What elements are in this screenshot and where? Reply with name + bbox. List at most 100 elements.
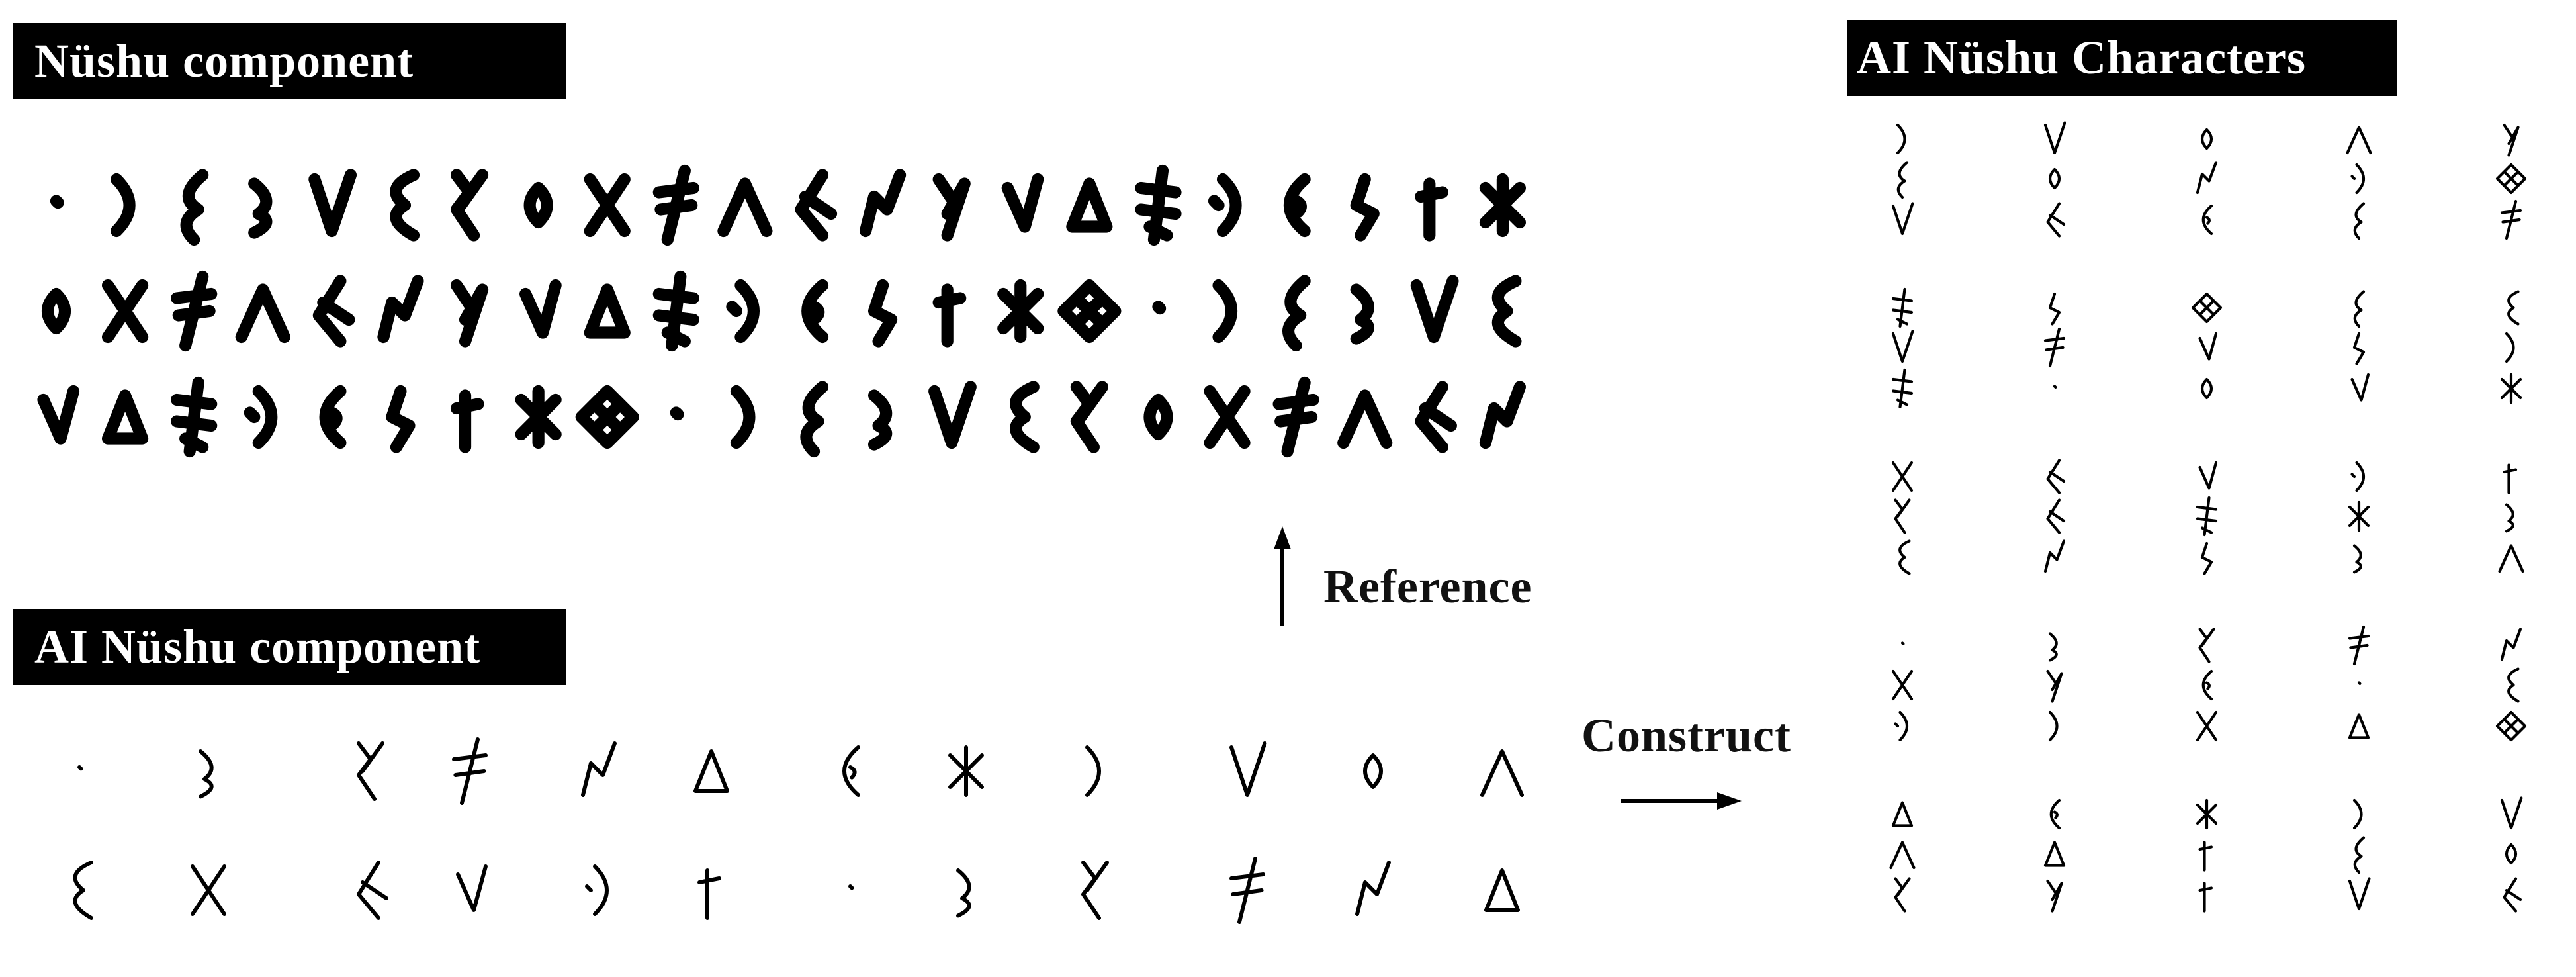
character-part-bottom	[1898, 539, 1911, 575]
ai-nushu-component-glyph	[693, 749, 730, 794]
nushu-component-glyph	[1272, 376, 1319, 458]
character-part-bottom	[2500, 199, 2522, 240]
nushu-component-glyph	[1057, 279, 1122, 344]
nushu-component-glyph	[50, 195, 64, 209]
character-part-bottom	[2200, 541, 2213, 575]
nushu-component-glyph	[932, 283, 967, 348]
character-part-top	[1896, 123, 1906, 155]
nushu-component-glyph	[670, 406, 684, 421]
nushu-component-glyph	[450, 169, 489, 242]
ai-nushu-character	[2495, 123, 2527, 240]
ai-nushu-component-glyph	[1085, 745, 1101, 798]
character-part-bottom	[2352, 544, 2362, 574]
nushu-component-glyph	[1337, 389, 1393, 449]
arrow-right-icon	[1621, 792, 1742, 810]
nushu-component-glyph	[37, 385, 80, 445]
character-part-middle	[1891, 669, 1914, 701]
character-part-bottom	[2200, 377, 2213, 400]
ai-nushu-character	[1889, 801, 1916, 913]
nushu-component-glyph	[319, 385, 347, 449]
ai-nushu-component-glyph	[1480, 749, 1525, 798]
nushu-component-glyph	[575, 385, 639, 449]
ai-nushu-component-glyph	[1355, 861, 1392, 917]
character-part-bottom	[2348, 713, 2370, 739]
character-part-middle	[2046, 498, 2066, 534]
character-part-middle	[2048, 167, 2061, 190]
character-part-bottom	[2048, 710, 2059, 742]
ai-nushu-character	[1891, 123, 1914, 236]
character-part-bottom	[2353, 202, 2366, 240]
nushu-component-glyph	[1415, 177, 1448, 242]
ai-nushu-component-label: AI Nüshu component	[13, 609, 566, 685]
nushu-component-glyph	[867, 279, 898, 348]
character-part-bottom	[1894, 710, 1909, 742]
nushu-component-glyph	[1479, 381, 1527, 449]
character-part-middle	[2196, 496, 2218, 537]
nushu-component-glyph	[1001, 173, 1044, 233]
arrow-up-icon	[1274, 526, 1291, 626]
ai-nushu-character	[2500, 290, 2522, 404]
nushu-component-glyph	[1204, 385, 1251, 449]
ai-nushu-component-glyph	[357, 861, 389, 921]
ai-nushu-character	[2350, 290, 2370, 402]
character-part-middle	[2196, 161, 2218, 195]
character-part-bottom	[2198, 882, 2213, 913]
character-part-top	[2046, 459, 2066, 494]
nushu-component-glyph	[652, 270, 699, 352]
character-part-middle	[2046, 669, 2063, 703]
nushu-component-glyph	[390, 169, 420, 242]
character-part-top	[2500, 628, 2522, 661]
character-part-top	[1891, 461, 1914, 492]
ai-nushu-character	[2191, 292, 2223, 400]
nushu-component-glyph	[244, 385, 278, 449]
ai-nushu-character	[2046, 632, 2063, 742]
character-part-bottom	[2503, 877, 2522, 913]
character-part-top	[2352, 798, 2363, 830]
character-part-bottom	[1894, 877, 1911, 913]
nushu-component-glyph	[717, 177, 773, 238]
character-part-top	[1891, 801, 1914, 827]
ai-nushu-component-glyph	[77, 765, 83, 771]
construct-label: Construct	[1581, 709, 1791, 762]
nushu-component-glyph	[519, 279, 562, 339]
nushu-component-glyph	[584, 283, 631, 339]
ai-nushu-component-glyph	[1229, 857, 1266, 925]
ai-nushu-component-glyph	[1081, 861, 1110, 921]
ai-nushu-characters-label: AI Nüshu Characters	[1847, 20, 2397, 96]
nushu-component-glyph	[1070, 381, 1108, 453]
character-part-bottom	[2348, 877, 2371, 911]
nushu-component-glyph	[1135, 164, 1182, 246]
character-part-top	[1900, 641, 1905, 645]
ai-nushu-character	[2043, 292, 2066, 389]
character-part-top	[2048, 632, 2058, 662]
nushu-component-glyph	[726, 279, 760, 344]
reference-label: Reference	[1323, 560, 1532, 613]
ai-nushu-character	[2348, 461, 2370, 574]
character-part-top	[2196, 798, 2218, 830]
character-part-bottom	[2201, 204, 2213, 236]
character-part-middle	[2043, 327, 2066, 368]
character-part-middle	[2505, 503, 2514, 533]
ai-nushu-character	[2043, 798, 2066, 913]
ai-nushu-character	[2346, 126, 2372, 240]
nushu-component-glyph	[800, 381, 829, 458]
character-part-middle	[2505, 332, 2515, 363]
ai-nushu-character	[2348, 798, 2371, 911]
character-part-middle	[2201, 669, 2213, 701]
nushu-component-glyph	[450, 389, 484, 453]
ai-nushu-component-glyph	[1484, 868, 1521, 913]
ai-nushu-character	[2043, 459, 2066, 573]
ai-nushu-component-glyph	[456, 864, 488, 913]
character-part-top	[2353, 290, 2366, 328]
nushu-component-glyph	[1066, 177, 1113, 233]
nushu-component-label: Nüshu component	[13, 23, 566, 99]
nushu-component-glyph	[1479, 173, 1527, 238]
nushu-component-glyph	[584, 173, 631, 238]
ai-nushu-component-glyph	[73, 861, 94, 921]
nushu-component-glyph	[377, 275, 424, 344]
character-part-middle	[2507, 667, 2520, 703]
ai-nushu-component-glyph	[948, 745, 985, 798]
character-part-middle	[1889, 841, 1916, 870]
character-part-top	[2503, 123, 2520, 157]
ai-nushu-character	[2348, 625, 2370, 739]
